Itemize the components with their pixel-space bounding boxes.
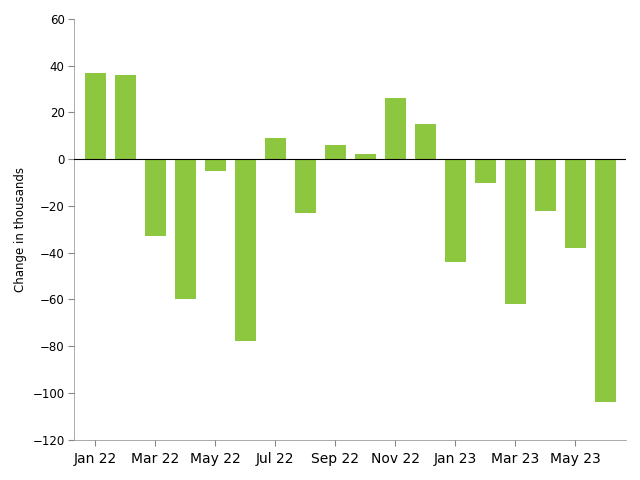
Bar <box>595 159 616 402</box>
Bar <box>385 98 406 159</box>
Bar <box>355 155 376 159</box>
Bar <box>534 159 556 211</box>
Bar <box>445 159 466 262</box>
Bar <box>85 72 106 159</box>
Bar <box>475 159 496 182</box>
Bar <box>145 159 166 236</box>
Bar <box>415 124 436 159</box>
Bar <box>115 75 136 159</box>
Bar <box>265 138 286 159</box>
Y-axis label: Change in thousands: Change in thousands <box>14 167 27 292</box>
Bar <box>505 159 525 304</box>
Bar <box>295 159 316 213</box>
Bar <box>175 159 196 300</box>
Bar <box>205 159 226 171</box>
Bar <box>564 159 586 248</box>
Bar <box>235 159 256 341</box>
Bar <box>324 145 346 159</box>
